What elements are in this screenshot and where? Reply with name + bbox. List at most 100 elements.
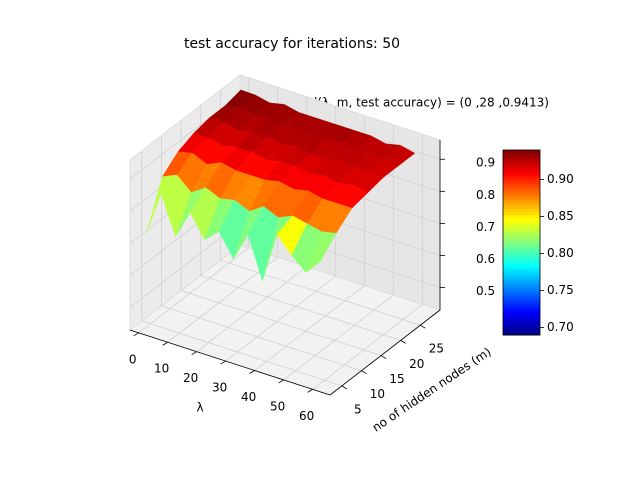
x-tick-label: 40 <box>241 390 256 404</box>
colorbar-step <box>503 227 540 231</box>
y-tick <box>380 355 387 359</box>
x-axis-label: λ <box>196 401 203 415</box>
colorbar-step <box>503 316 540 321</box>
colorbar-tick-label: 0.80 <box>547 246 574 260</box>
x-tick-label: 0 <box>129 352 137 366</box>
colorbar-step <box>503 254 540 259</box>
colorbar-step <box>503 153 540 157</box>
colorbar-step <box>503 233 540 237</box>
x-tick <box>220 360 226 365</box>
colorbar-step <box>503 298 540 302</box>
colorbar-step <box>503 230 540 234</box>
x-tick <box>133 332 139 337</box>
colorbar-step <box>503 251 540 256</box>
colorbar-step <box>503 331 540 336</box>
z-tick-label: 0.7 <box>476 220 495 234</box>
x-tick <box>249 370 255 374</box>
colorbar-step <box>503 294 540 299</box>
grid-line <box>283 294 394 381</box>
colorbar-step <box>503 270 540 274</box>
grid-line <box>196 266 307 352</box>
y-tick <box>420 324 426 329</box>
colorbar-step <box>503 239 540 243</box>
y-tick-label: 25 <box>429 342 444 356</box>
colorbar-step <box>503 319 540 324</box>
colorbar-step <box>503 187 540 191</box>
colorbar-step <box>503 196 540 200</box>
axis-line <box>129 329 331 396</box>
colorbar-step <box>503 236 540 240</box>
z-tick-label: 0.6 <box>476 252 495 266</box>
grid-line <box>180 290 382 356</box>
colorbar-step <box>503 174 540 179</box>
colorbar-step <box>503 199 540 203</box>
grid-line <box>138 247 249 334</box>
colorbar-step <box>503 285 540 290</box>
colorbar-step <box>503 288 540 293</box>
grid-line <box>225 275 336 362</box>
y-tick-label: 10 <box>370 387 385 401</box>
colorbar-step <box>503 202 540 206</box>
x-tick <box>278 379 284 384</box>
colorbar-step <box>503 325 540 330</box>
colorbar-step <box>503 267 540 271</box>
chart-title: test accuracy for iterations: 50 <box>184 36 400 52</box>
colorbar-step <box>503 171 540 176</box>
y-tick-label: 5 <box>354 402 362 416</box>
colorbar-step <box>503 264 540 268</box>
colorbar-step <box>503 245 540 250</box>
x-tick-label: 50 <box>270 399 285 413</box>
grid-line <box>220 259 421 326</box>
colorbar-step <box>503 205 540 210</box>
x-tick-label: 10 <box>154 362 169 376</box>
colorbar-step <box>503 208 540 213</box>
colorbar-step <box>503 190 540 194</box>
grid-line <box>254 285 365 371</box>
y-axis-label: no of hidden nodes (m) <box>370 345 494 435</box>
colorbar-tick-label: 0.70 <box>547 320 574 334</box>
colorbar-step <box>503 291 540 296</box>
colorbar-step <box>503 276 540 280</box>
colorbar-step <box>503 211 540 216</box>
colorbar-step <box>503 224 540 228</box>
colorbar-tick-label: 0.85 <box>547 209 574 223</box>
y-tick-label: 15 <box>389 372 404 386</box>
z-tick-label: 0.8 <box>476 188 495 202</box>
colorbar-step <box>503 162 540 166</box>
grid-line <box>312 304 423 390</box>
colorbar-step <box>503 168 540 173</box>
x-tick-label: 20 <box>183 371 198 385</box>
colorbar-step <box>503 310 540 314</box>
colorbar-step <box>503 248 540 253</box>
x-tick-label: 30 <box>212 381 227 395</box>
colorbar-step <box>503 273 540 277</box>
y-tick <box>341 385 347 390</box>
y-tick <box>361 370 367 375</box>
colorbar-step <box>503 304 540 308</box>
colorbar-step <box>503 313 540 317</box>
colorbar-step <box>503 242 540 247</box>
colorbar-step <box>503 261 540 265</box>
grid-line <box>161 305 362 372</box>
colorbar-step <box>503 156 540 160</box>
colorbar-step <box>503 217 540 222</box>
x-tick <box>162 341 168 346</box>
colorbar-frame <box>502 149 541 336</box>
x-tick <box>307 389 313 393</box>
x-tick-label: 60 <box>299 409 314 423</box>
colorbar-step <box>503 159 540 163</box>
colorbar-step <box>503 214 540 219</box>
colorbar-step <box>503 177 540 182</box>
x-tick <box>191 351 197 356</box>
colorbar-step <box>503 150 540 154</box>
colorbar-step <box>503 180 540 185</box>
y-tick-label: 20 <box>409 357 424 371</box>
z-tick-label: 0.5 <box>476 284 495 298</box>
colorbar-step <box>503 322 540 327</box>
colorbar-step <box>503 282 540 287</box>
colorbar-tick-label: 0.75 <box>547 283 574 297</box>
colorbar-step <box>503 307 540 311</box>
grid-line <box>141 320 342 387</box>
axis-line <box>329 309 441 396</box>
